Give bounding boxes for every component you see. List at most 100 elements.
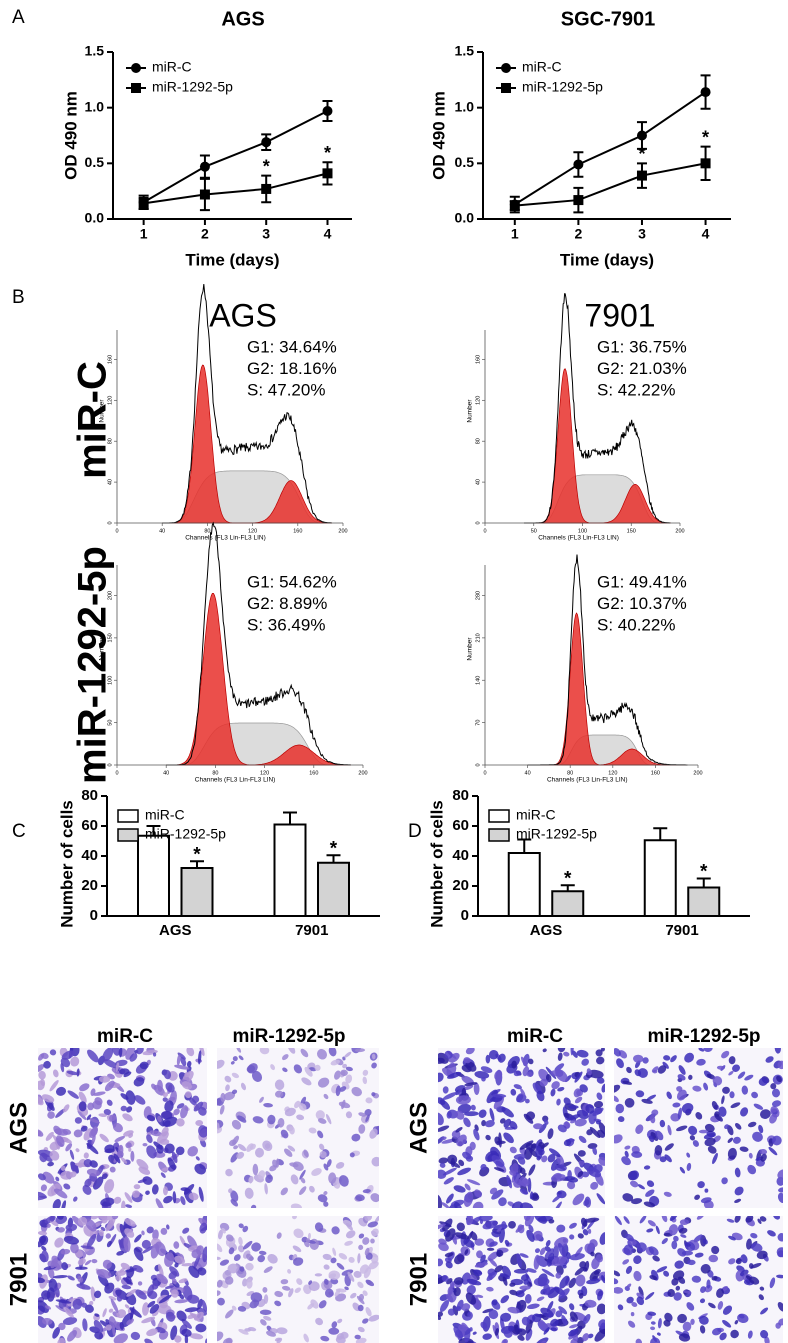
cell — [546, 1300, 554, 1313]
cell — [706, 1130, 716, 1138]
cell — [102, 1048, 114, 1062]
y-tick-label: 1.5 — [455, 43, 475, 59]
cell — [187, 1294, 200, 1304]
cell — [283, 1148, 293, 1157]
cell — [463, 1057, 471, 1064]
cell — [567, 1169, 572, 1180]
cell — [696, 1058, 706, 1066]
cell — [453, 1326, 463, 1339]
cell — [365, 1279, 375, 1287]
cell — [184, 1091, 192, 1098]
cell — [308, 1280, 313, 1285]
cell — [657, 1318, 662, 1329]
cell — [356, 1295, 365, 1305]
cell — [113, 1333, 128, 1343]
cell — [753, 1103, 764, 1110]
cell — [760, 1153, 767, 1162]
significance: * — [700, 862, 708, 883]
cell — [198, 1186, 204, 1202]
cell — [168, 1096, 176, 1102]
flow-y-tick-label: 210 — [475, 633, 481, 642]
cell — [513, 1324, 519, 1328]
cell — [465, 1048, 475, 1055]
cell — [187, 1146, 198, 1157]
cell — [102, 1259, 112, 1269]
cell — [617, 1304, 624, 1311]
y-tick-label: 0 — [461, 907, 469, 924]
cell — [347, 1271, 355, 1282]
cell — [353, 1270, 362, 1278]
cell — [149, 1304, 160, 1314]
x-tick-label: 1 — [140, 226, 148, 242]
cell — [110, 1298, 119, 1313]
cell — [570, 1119, 577, 1124]
micrograph — [217, 1048, 379, 1208]
cell — [164, 1252, 175, 1267]
y-tick-label: 0.0 — [455, 210, 475, 226]
cell — [246, 1253, 254, 1261]
cell — [335, 1162, 345, 1169]
flow-y-tick-label: 200 — [107, 591, 113, 600]
cell — [163, 1120, 171, 1127]
cell — [120, 1157, 128, 1164]
micrograph-row-label: AGS — [5, 1102, 32, 1154]
cell — [192, 1095, 200, 1103]
cell — [164, 1285, 175, 1290]
cell — [90, 1286, 96, 1302]
flow-y-tick-label: 0 — [107, 521, 113, 524]
cell — [181, 1328, 192, 1337]
cell — [116, 1295, 123, 1302]
cell — [489, 1241, 498, 1247]
cell — [664, 1143, 674, 1151]
cell — [446, 1111, 452, 1119]
cell — [569, 1311, 578, 1322]
cell — [82, 1318, 88, 1332]
cell — [355, 1194, 365, 1202]
cell — [119, 1048, 123, 1058]
cell — [521, 1316, 530, 1326]
cell — [438, 1157, 449, 1164]
cell — [664, 1312, 673, 1322]
cell — [171, 1151, 178, 1164]
cell — [596, 1303, 605, 1315]
x-tick-label: 4 — [324, 226, 332, 242]
cell — [238, 1236, 243, 1246]
cell — [519, 1188, 529, 1195]
cell — [681, 1103, 694, 1114]
cell — [759, 1148, 768, 1155]
cell — [584, 1299, 597, 1308]
cell — [180, 1056, 187, 1067]
cell — [338, 1253, 348, 1260]
cell — [532, 1313, 542, 1323]
marker — [138, 198, 149, 209]
cell — [323, 1191, 328, 1196]
cell — [465, 1292, 477, 1305]
cell — [647, 1220, 656, 1227]
cell — [362, 1189, 371, 1194]
cell — [238, 1245, 245, 1253]
cell — [767, 1230, 776, 1237]
cell — [727, 1125, 734, 1136]
cell — [497, 1053, 506, 1063]
cell — [365, 1114, 370, 1123]
cell — [438, 1238, 447, 1245]
cell — [362, 1069, 369, 1076]
legend-swatch — [488, 828, 510, 842]
cell — [38, 1277, 45, 1284]
cell — [345, 1074, 353, 1084]
cell — [55, 1108, 66, 1118]
cell — [621, 1156, 631, 1166]
cell — [592, 1146, 598, 1156]
cell — [254, 1147, 265, 1158]
cell — [46, 1223, 51, 1228]
cell — [554, 1164, 567, 1172]
cell — [364, 1108, 372, 1117]
marker — [261, 137, 272, 148]
cell — [93, 1091, 106, 1096]
cell — [155, 1198, 164, 1208]
cell — [777, 1233, 783, 1242]
cell — [700, 1263, 711, 1274]
cell — [49, 1049, 57, 1056]
cell — [738, 1313, 745, 1319]
cell — [111, 1216, 119, 1220]
